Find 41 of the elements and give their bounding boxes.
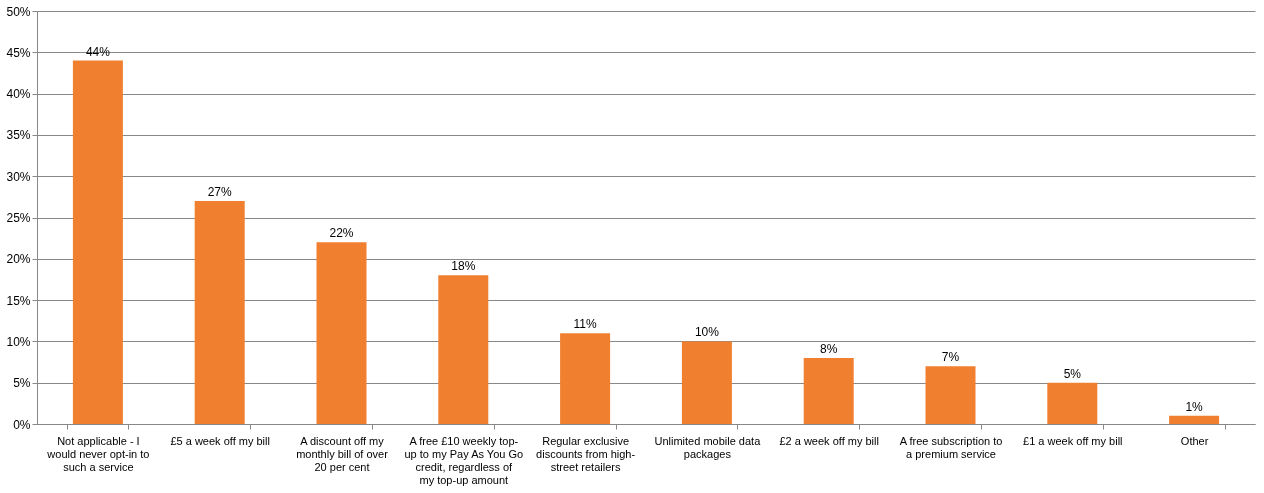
x-tick-label: £5 a week off my bill bbox=[170, 434, 270, 447]
x-tick-label: £2 a week off my bill bbox=[779, 434, 879, 447]
bar bbox=[681, 341, 732, 424]
bar bbox=[316, 242, 367, 424]
y-tick-label: 15% bbox=[6, 293, 31, 308]
y-tick-label: 20% bbox=[6, 252, 31, 267]
data-label: 1% bbox=[1185, 399, 1204, 414]
x-tick-label: Regular exclusive discounts from high-street retailers bbox=[536, 434, 636, 473]
data-label: 10% bbox=[694, 325, 720, 340]
bar bbox=[925, 366, 976, 424]
bar bbox=[438, 275, 489, 424]
bar bbox=[194, 200, 245, 424]
y-tick-label: 35% bbox=[6, 128, 31, 143]
y-tick-label: 50% bbox=[6, 4, 31, 19]
x-tick-label: Not applicable - I would never opt-in to such a service bbox=[46, 434, 150, 473]
x-tick-label: Unlimited mobile data packages bbox=[654, 434, 762, 460]
data-label: 8% bbox=[820, 341, 838, 356]
x-tick-label: £1 a week off my bill bbox=[1023, 434, 1123, 447]
y-tick-label: 10% bbox=[6, 334, 31, 349]
bar bbox=[1169, 415, 1220, 424]
data-label: 5% bbox=[1063, 366, 1082, 381]
x-tick-label: A free £10 weekly top-up to my Pay As You Go credit, regardless of my top-up amount bbox=[404, 434, 524, 486]
y-tick-label: 25% bbox=[6, 211, 31, 225]
y-tick-label: 5% bbox=[13, 376, 31, 391]
data-label: 11% bbox=[573, 317, 597, 332]
x-tick-label: A discount off my monthly bill of over 20 per cent bbox=[296, 434, 389, 473]
bar bbox=[803, 357, 854, 424]
data-label: 27% bbox=[207, 184, 233, 199]
y-tick-label: 30% bbox=[6, 169, 31, 184]
data-label: 22% bbox=[329, 226, 354, 241]
data-label: 44% bbox=[85, 44, 111, 59]
y-tick-label: 45% bbox=[6, 45, 31, 60]
x-tick-label: Other bbox=[1180, 434, 1209, 447]
x-tick-label: A free subscription to a premium service bbox=[899, 434, 1003, 460]
data-label: 7% bbox=[941, 350, 960, 365]
y-tick-label: 40% bbox=[6, 87, 31, 102]
bar bbox=[560, 333, 611, 424]
bar bbox=[1047, 382, 1098, 424]
bar bbox=[72, 60, 123, 424]
y-tick-label: 0% bbox=[13, 417, 31, 432]
data-label: 18% bbox=[451, 259, 476, 274]
